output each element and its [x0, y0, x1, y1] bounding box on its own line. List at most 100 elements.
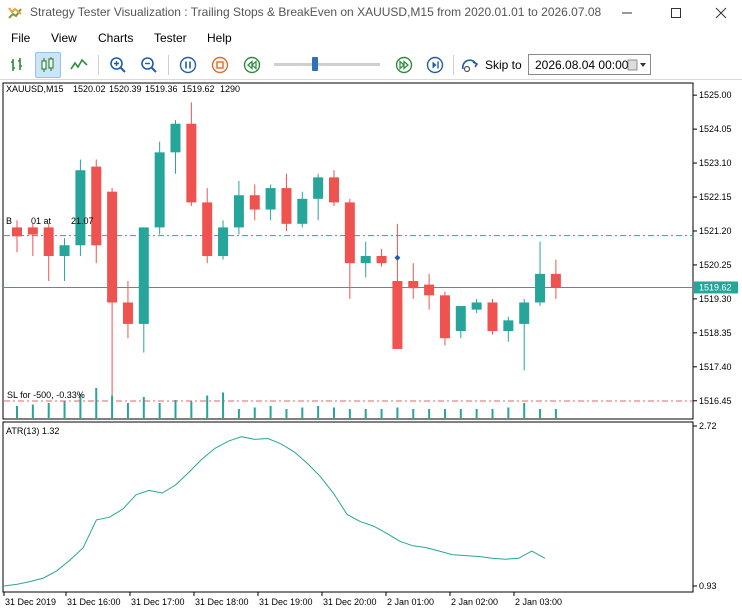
candle-body	[186, 123, 197, 203]
bar-chart-button[interactable]	[4, 52, 30, 78]
stop-button[interactable]	[207, 52, 233, 78]
candle	[12, 220, 22, 253]
candle	[439, 291, 450, 346]
pause-button[interactable]	[175, 52, 201, 78]
candle-body	[281, 188, 292, 224]
candle-body	[376, 256, 387, 264]
candle	[392, 223, 403, 349]
candle-body	[218, 227, 229, 257]
candle	[91, 159, 102, 264]
volume-bar	[63, 401, 66, 418]
candlestick-button[interactable]	[35, 52, 61, 78]
volume-bars	[16, 388, 557, 418]
current-price-badge	[694, 281, 738, 294]
time-tick-label: 2 Jan 01:00	[387, 597, 434, 607]
speed-slider-track[interactable]	[274, 63, 380, 66]
candle	[535, 241, 546, 307]
candle	[344, 198, 355, 299]
line-chart-icon	[70, 58, 88, 70]
candle-body	[138, 227, 149, 324]
volume-bar	[237, 409, 240, 418]
candle-body	[392, 281, 403, 349]
candle	[376, 248, 387, 267]
candle	[471, 298, 482, 314]
close-icon	[715, 7, 727, 18]
ohlc-open: 1520.02	[73, 84, 106, 94]
line-chart-button[interactable]	[66, 52, 92, 78]
volume-bar	[539, 409, 542, 418]
candle-body	[43, 227, 54, 257]
candle	[218, 220, 229, 260]
candle	[297, 191, 308, 228]
speed-slider-thumb[interactable]	[312, 57, 318, 71]
price-tick-label: 1519.30	[699, 294, 732, 304]
price-tick-label: 1524.05	[699, 124, 732, 134]
time-tick-label: 31 Dec 16:00	[67, 597, 121, 607]
skip-to-date-input[interactable]: 2026.08.04 00:00	[528, 54, 651, 75]
candle-body	[503, 320, 514, 332]
candle	[249, 184, 260, 221]
candle-body	[202, 202, 213, 257]
menu-view[interactable]: View	[51, 31, 77, 45]
candle	[122, 281, 133, 339]
candle-body	[550, 273, 561, 288]
menu-file[interactable]: File	[11, 31, 31, 45]
chart-area[interactable]: XAUUSD,M15 1520.02 1520.39 1519.36 1519.…	[0, 80, 742, 611]
minimize-button[interactable]	[604, 0, 650, 25]
candle	[329, 170, 339, 206]
volume-bar	[285, 409, 288, 418]
chart-canvas[interactable]: XAUUSD,M15 1520.02 1520.39 1519.36 1519.…	[0, 80, 742, 611]
candle-body	[122, 302, 133, 324]
menu-help[interactable]: Help	[207, 31, 232, 45]
price-tick-label: 1521.20	[699, 226, 732, 236]
volume-bar	[190, 401, 193, 418]
candle	[424, 273, 435, 310]
volume-bar	[380, 409, 383, 418]
price-tick-label: 1522.15	[699, 192, 732, 202]
ohlc-volume: 1290	[220, 84, 240, 94]
volume-bar	[269, 406, 272, 418]
candle-body	[75, 170, 86, 246]
time-tick-label: 31 Dec 19:00	[259, 597, 313, 607]
candle-body	[59, 245, 70, 257]
candle	[233, 180, 244, 235]
skip-to-button[interactable]	[458, 52, 484, 78]
zoom-in-button[interactable]	[105, 52, 131, 78]
maximize-button[interactable]	[653, 0, 699, 25]
volume-bar	[206, 395, 209, 418]
volume-bar	[222, 392, 225, 418]
zoom-out-button[interactable]	[136, 52, 162, 78]
close-button[interactable]	[698, 0, 742, 25]
candle	[186, 102, 197, 206]
candlestick-icon	[41, 57, 54, 72]
price-tick-label: 1518.35	[699, 328, 732, 338]
toolbar-separator	[453, 55, 454, 75]
candle	[455, 306, 466, 339]
price-tick-label: 1517.40	[699, 362, 732, 372]
candle-body	[535, 273, 546, 303]
title-bar: Strategy Tester Visualization : Trailing…	[0, 0, 742, 25]
volume-bar	[158, 403, 161, 418]
app-icon	[8, 7, 22, 19]
time-tick-label: 31 Dec 20:00	[323, 597, 377, 607]
calendar-dropdown-icon[interactable]	[627, 59, 647, 71]
candle-body	[424, 284, 435, 296]
slower-button[interactable]	[239, 52, 265, 78]
skip-to-label: Skip to	[485, 58, 522, 72]
volume-bar	[475, 409, 478, 418]
atr-tick-label: 0.93	[699, 581, 717, 591]
faster-button[interactable]	[391, 52, 417, 78]
menu-charts[interactable]: Charts	[98, 31, 134, 45]
time-tick-label: 2 Jan 02:00	[451, 597, 498, 607]
rewind-icon	[243, 56, 261, 74]
candle-body	[455, 306, 466, 332]
candle	[43, 223, 54, 282]
candle-body	[233, 195, 244, 228]
fast-forward-icon	[395, 56, 413, 74]
menu-tester[interactable]: Tester	[154, 31, 187, 45]
candle	[550, 259, 561, 299]
volume-bar	[253, 407, 256, 418]
step-forward-button[interactable]	[422, 52, 448, 78]
volume-bar	[491, 409, 494, 418]
candle	[360, 241, 371, 278]
